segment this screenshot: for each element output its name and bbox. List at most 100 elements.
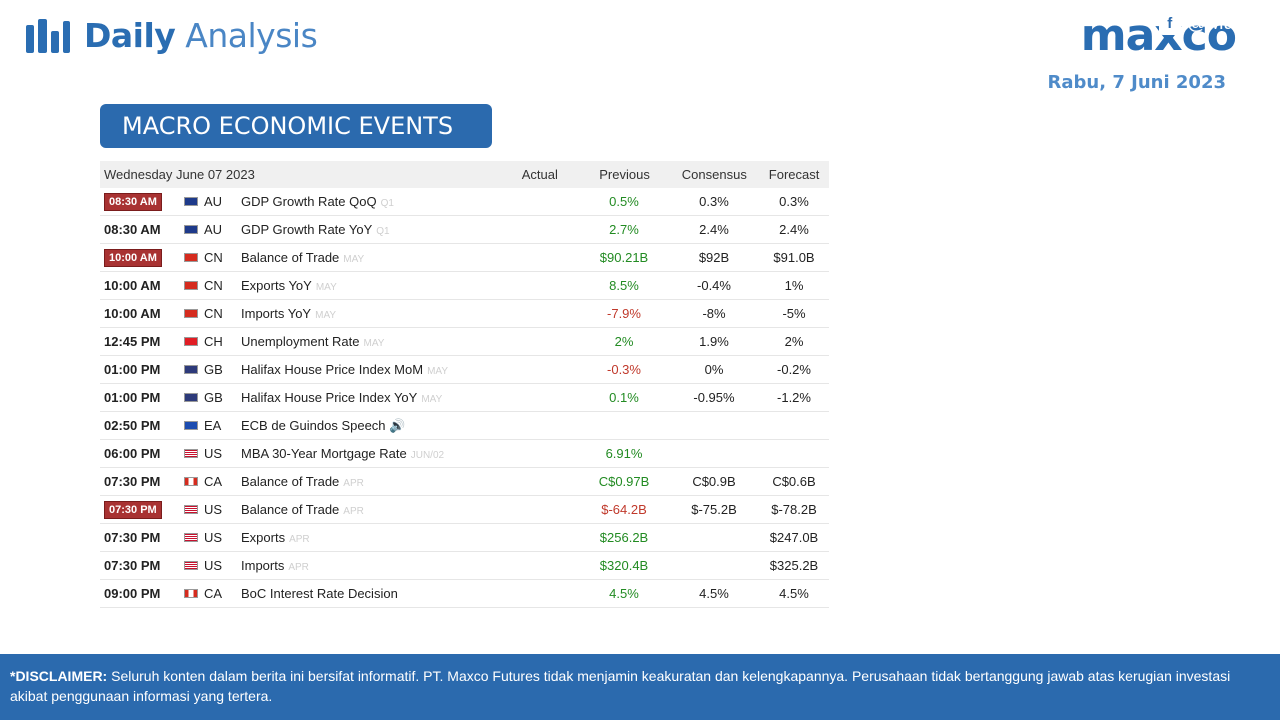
ca-flag-icon — [183, 477, 198, 486]
event-time: 07:30 PM — [100, 558, 180, 573]
event-time-label: 07:30 PM — [104, 474, 161, 489]
forecast-value: -0.2% — [777, 362, 811, 377]
event-name-cell: Balance of Trade APR — [241, 474, 499, 489]
country-flag-cell — [180, 225, 201, 234]
event-time: 12:45 PM — [100, 334, 180, 349]
economic-calendar-table: Wednesday June 07 2023 Actual Previous C… — [100, 161, 829, 608]
cn-flag-icon — [183, 253, 198, 262]
event-name-cell: Unemployment Rate MAY — [241, 334, 499, 349]
consensus-value: 4.5% — [699, 586, 729, 601]
table-row: 07:30 PM US Imports APR $320.4B $325.2B — [100, 552, 829, 580]
table-row: 07:30 PM US Exports APR $256.2B $247.0B — [100, 524, 829, 552]
country-flag-cell — [180, 253, 201, 262]
event-name-cell: Exports YoY MAY — [241, 278, 499, 293]
country-flag-cell — [180, 309, 201, 318]
event-name-cell: Balance of Trade MAY — [241, 250, 499, 265]
daily-analysis-logo: Daily Analysis — [26, 16, 318, 55]
country-code: US — [204, 558, 223, 573]
event-reference-period: MAY — [343, 254, 365, 265]
forecast-value: C$0.6B — [772, 474, 816, 489]
event-time: 07:30 PM — [100, 500, 180, 519]
forecast-value: 4.5% — [779, 586, 809, 601]
ca-flag-icon — [183, 589, 198, 598]
event-time-label: 12:45 PM — [104, 334, 161, 349]
previous-value: $320.4B — [599, 558, 649, 573]
previous-value: 0.1% — [609, 390, 639, 405]
event-reference-period: Q1 — [376, 226, 390, 237]
event-time-label: 07:30 PM — [104, 558, 161, 573]
event-reference-period: MAY — [427, 366, 449, 377]
event-reference-period: APR — [343, 478, 364, 489]
country-code: GB — [204, 390, 223, 405]
event-name: Balance of Trade — [241, 250, 340, 265]
table-header: Wednesday June 07 2023 Actual Previous C… — [100, 161, 829, 188]
event-name: Balance of Trade — [241, 502, 340, 517]
table-row: 09:00 PM CA BoC Interest Rate Decision 4.5%… — [100, 580, 829, 608]
country-flag-cell — [180, 589, 201, 598]
social-media-icon: f — [1158, 12, 1181, 35]
us-flag-icon — [183, 449, 198, 458]
previous-value: 0.5% — [609, 194, 639, 209]
table-row: 10:00 AM CN Exports YoY MAY 8.5% -0.4% 1% — [100, 272, 829, 300]
event-time-label: 10:00 AM — [104, 278, 161, 293]
previous-value: 2.7% — [609, 222, 639, 237]
country-flag-cell — [180, 197, 201, 206]
table-row: 02:50 PM EA ECB de Guindos Speech 🔊 — [100, 412, 829, 440]
event-name-cell: Halifax House Price Index YoY MAY — [241, 390, 499, 405]
actual-column-header: Actual — [521, 167, 558, 182]
country-code: EA — [204, 418, 222, 433]
event-reference-period: MAY — [315, 282, 337, 293]
country-flag-cell — [180, 281, 201, 290]
event-reference-period: Q1 — [380, 198, 394, 209]
gb-flag-icon — [183, 365, 198, 374]
event-time: 07:30 PM — [100, 530, 180, 545]
event-time: 10:00 AM — [100, 306, 180, 321]
consensus-value: 0% — [704, 362, 724, 377]
event-time: 06:00 PM — [100, 446, 180, 461]
forecast-value: 1% — [784, 278, 804, 293]
country-code: CA — [204, 474, 223, 489]
country-code: CN — [204, 250, 223, 265]
event-time: 08:30 AM — [100, 192, 180, 211]
event-time: 09:00 PM — [100, 586, 180, 601]
consensus-value: 2.4% — [699, 222, 729, 237]
event-reference-period: MAY — [421, 394, 443, 405]
au-flag-icon — [183, 197, 198, 206]
event-name: ECB de Guindos Speech 🔊 — [241, 417, 406, 433]
event-name: BoC Interest Rate Decision — [241, 586, 398, 601]
forecast-value: $-78.2B — [771, 502, 817, 517]
ea-flag-icon — [183, 421, 198, 430]
table-row: 06:00 PM US MBA 30-Year Mortgage Rate JUN/0… — [100, 440, 829, 468]
cn-flag-icon — [183, 281, 198, 290]
event-name: Exports — [241, 530, 286, 545]
event-name-cell: GDP Growth Rate QoQ Q1 — [241, 194, 499, 209]
country-code: CA — [204, 586, 223, 601]
event-name-cell: Balance of Trade APR — [241, 502, 499, 517]
country-code: AU — [204, 222, 223, 237]
consensus-value: 1.9% — [699, 334, 729, 349]
event-time-label: 01:00 PM — [104, 390, 161, 405]
forecast-value: -1.2% — [777, 390, 811, 405]
event-name: Imports — [241, 558, 285, 573]
event-time: 10:00 AM — [100, 278, 180, 293]
forecast-value: $325.2B — [769, 558, 819, 573]
event-time-label: 01:00 PM — [104, 362, 161, 377]
cn-flag-icon — [183, 309, 198, 318]
forecast-value: 0.3% — [779, 194, 809, 209]
country-code: AU — [204, 194, 223, 209]
previous-value: C$0.97B — [598, 474, 650, 489]
social-handle-badge: f @Maxco — [1158, 12, 1266, 35]
event-time-label: 08:30 AM — [104, 192, 162, 211]
event-time: 01:00 PM — [100, 362, 180, 377]
consensus-value: -8% — [702, 306, 726, 321]
event-reference-period: APR — [343, 506, 364, 517]
country-code: US — [204, 502, 223, 517]
event-time: 08:30 AM — [100, 222, 180, 237]
previous-value: 4.5% — [609, 586, 639, 601]
us-flag-icon — [183, 561, 198, 570]
table-row: 01:00 PM GB Halifax House Price Index MoM M… — [100, 356, 829, 384]
event-time: 10:00 AM — [100, 248, 180, 267]
country-flag-cell — [180, 505, 201, 514]
consensus-value: $-75.2B — [691, 502, 737, 517]
event-time-label: 09:00 PM — [104, 586, 161, 601]
